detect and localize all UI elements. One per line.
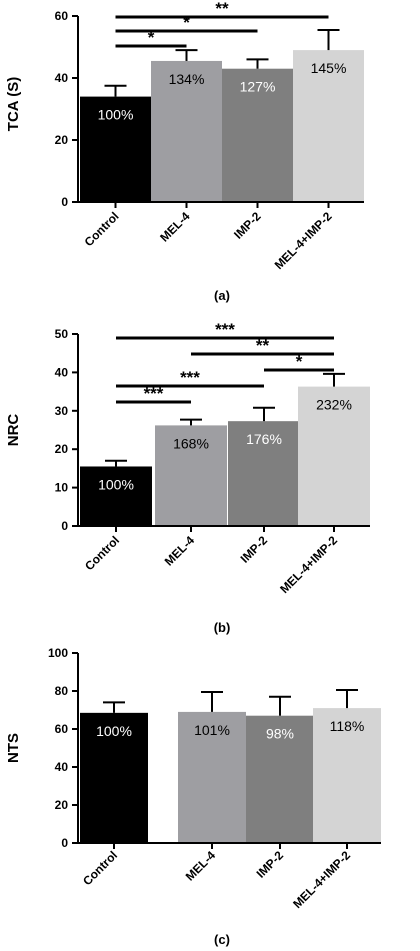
y-axis-title: NTS [5,733,22,763]
significance-bracket: * [115,28,187,48]
bar-1 [80,466,152,526]
y-axis-title: NRC [5,414,22,447]
x-tick-label: MEL-4+IMP-2 [277,533,340,596]
y-tick-label: 0 [61,519,68,533]
bar-1 [80,96,151,202]
significance-bracket: ** [115,0,329,19]
bar-4 [313,708,381,843]
bar-2 [151,60,222,203]
x-tick-label: MEL-4 [183,848,219,884]
error-bar-2 [201,690,223,712]
bar-value-label: 127% [240,79,276,95]
bar-value-label: 100% [98,476,134,492]
bar-value-label: 232% [316,397,352,413]
bar-value-label: 134% [169,71,205,87]
significance-label: *** [180,368,200,387]
x-tick-label: IMP-2 [238,533,271,566]
error-bar-1 [105,459,127,467]
y-axis-title: TCA (S) [5,77,22,131]
x-tick-label: MEL-4+IMP-2 [272,209,335,272]
panel-label: (a) [214,288,230,303]
y-tick-label: 100 [48,646,68,660]
error-bar-4 [317,28,340,51]
y-tick-label: 20 [55,798,69,812]
bar-1 [80,712,148,843]
y-tick-label: 50 [55,327,69,341]
y-tick-label: 20 [55,133,69,147]
bar-value-label: 168% [173,435,209,451]
bar-value-label: 101% [194,722,230,738]
significance-bracket: *** [116,384,191,404]
x-tick-label: MEL-4 [157,209,193,245]
y-tick-label: 60 [55,9,69,23]
y-tick-label: 40 [55,365,69,379]
x-tick-label: IMP-2 [254,848,287,881]
bar-value-label: 118% [330,718,365,734]
bar-3 [246,715,314,843]
significance-label: ** [256,336,270,355]
bar-value-label: 100% [98,107,134,123]
bar-2 [178,711,246,843]
panel-b-chart: 100% 168% 176% 232% 0 10 20 30 40 50 Control MEL-4 I… [5,320,370,635]
bar-value-label: 100% [96,723,132,739]
bar-4 [298,386,370,526]
x-tick-label: IMP-2 [231,209,264,242]
error-bar-2 [175,49,198,61]
y-tick-label: 20 [55,442,69,456]
x-tick-label: Control [82,533,122,573]
significance-label: * [148,28,155,47]
significance-label: *** [144,384,164,403]
error-bar-1 [104,84,127,97]
panel-label: (c) [214,932,230,947]
error-bar-4 [323,372,345,387]
significance-label: *** [215,320,235,339]
panel-c-chart: 100% 101% 98% 118% 0 20 40 60 80 100 Control MEL-4 I… [5,646,381,947]
significance-bracket: * [264,352,334,372]
significance-label: ** [215,0,229,18]
error-bar-2 [180,418,202,426]
y-tick-label: 30 [55,404,69,418]
bar-3 [222,68,293,202]
significance-bracket: *** [116,368,264,388]
panel-a-chart: 100% 134% 127% 145% 0 20 40 60 Control MEL-4 IMP-2… [5,0,364,303]
error-bar-4 [336,689,358,709]
y-tick-label: 40 [55,71,69,85]
bar-3 [228,421,300,526]
significance-label: * [183,13,190,32]
y-tick-label: 40 [55,760,69,774]
y-tick-label: 0 [61,195,68,209]
error-bar-3 [269,695,291,716]
y-tick-label: 10 [55,481,69,495]
y-tick-label: 60 [55,722,69,736]
x-tick-label: Control [82,209,122,249]
bar-value-label: 98% [266,726,294,742]
y-tick-label: 80 [55,684,69,698]
bar-2 [155,425,227,526]
y-tick-label: 0 [61,836,68,850]
significance-bracket: ** [191,336,334,356]
error-bar-3 [246,58,269,69]
significance-label: * [296,352,303,371]
error-bar-1 [103,701,125,713]
x-tick-label: MEL-4+IMP-2 [290,848,353,911]
x-tick-label: MEL-4 [162,533,198,569]
significance-bracket: *** [116,320,334,340]
bar-4 [293,50,364,202]
bar-value-label: 145% [311,60,347,76]
x-tick-label: Control [80,848,120,888]
significance-bracket: * [115,13,258,33]
bar-value-label: 176% [246,431,282,447]
panel-label: (b) [214,620,231,635]
error-bar-3 [253,406,275,422]
